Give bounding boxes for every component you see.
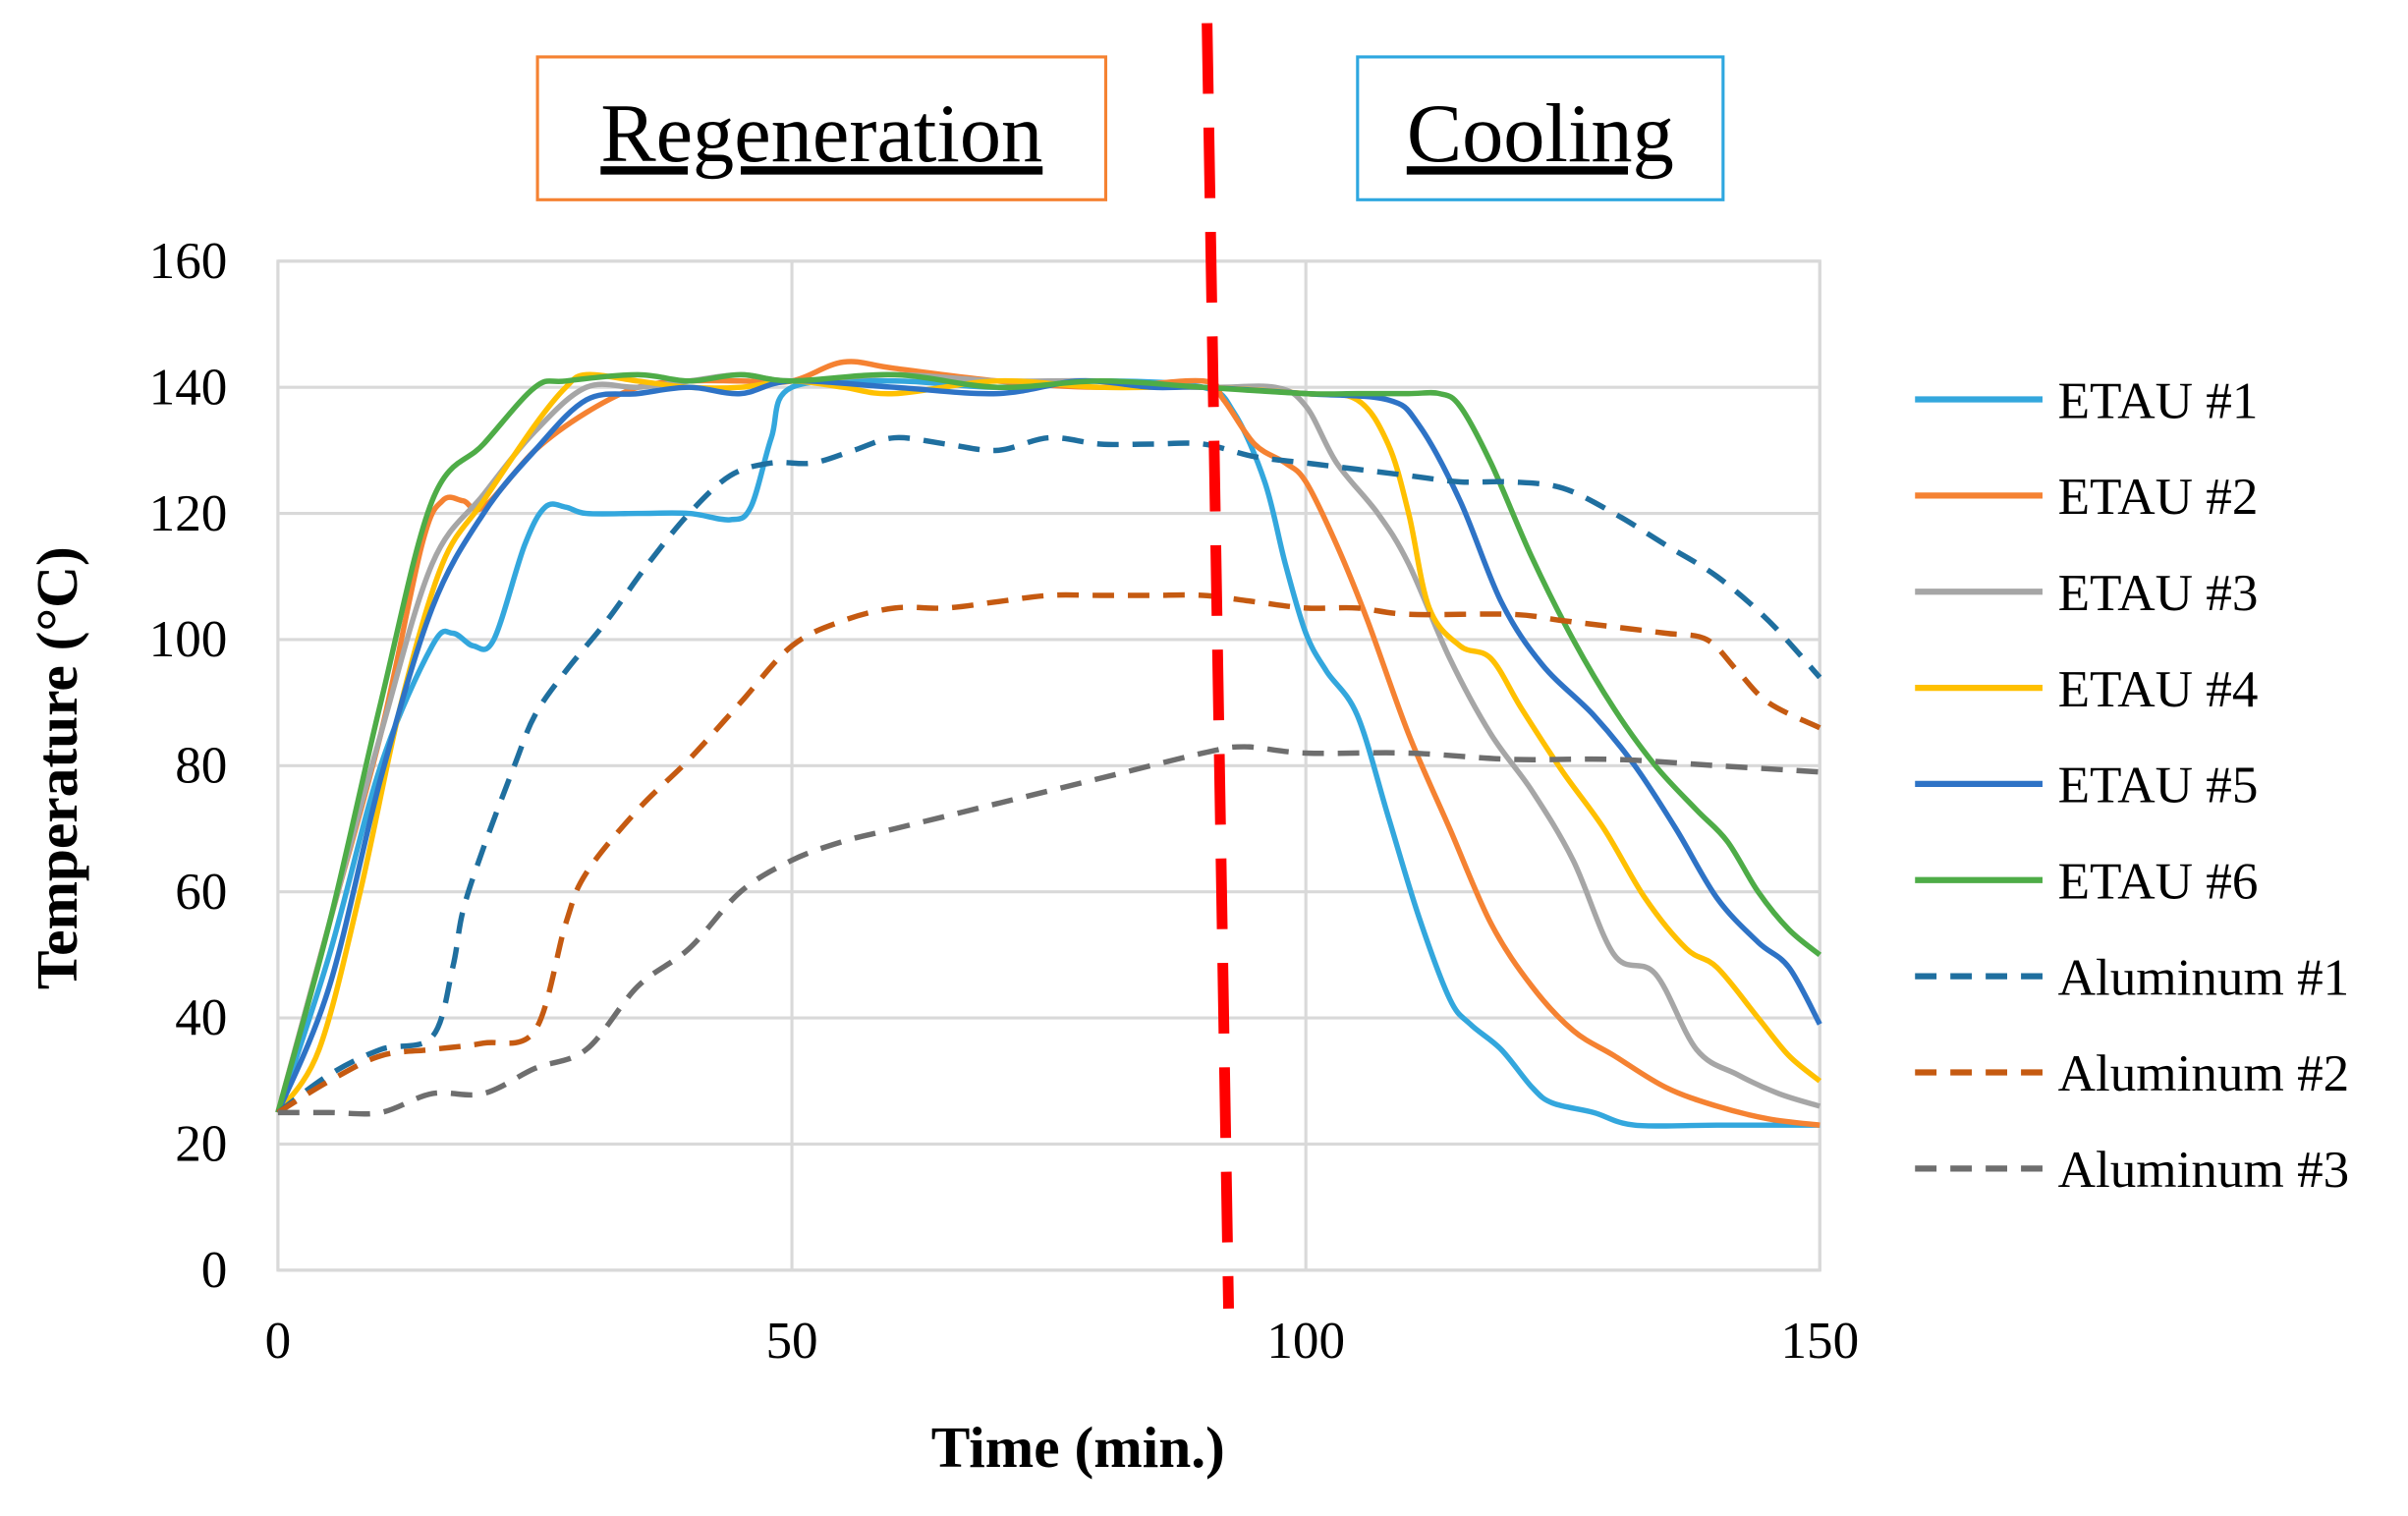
regeneration-box [535, 55, 1108, 201]
y-axis-label: Temperature (°C) [25, 546, 89, 989]
legend-label: ETAU #6 [2058, 854, 2259, 911]
gridlines [276, 259, 1821, 1272]
y-tick-label: 120 [149, 485, 228, 542]
legend-label: ETAU #5 [2058, 758, 2259, 814]
legend-label: ETAU #4 [2058, 661, 2259, 718]
y-tick-label: 140 [149, 359, 228, 416]
series-lines [275, 359, 1822, 1129]
y-tick-label: 60 [175, 864, 227, 921]
regeneration-label: Regeneration [600, 88, 1042, 180]
legend-label: ETAU #2 [2058, 469, 2259, 526]
cooling-label: Cooling [1407, 88, 1674, 180]
y-tick-label: 100 [149, 611, 228, 668]
x-tick-label: 50 [765, 1313, 817, 1370]
series-line-etau-3 [275, 371, 1821, 1114]
legend-label: Aluminum #3 [2058, 1142, 2350, 1199]
series-line-aluminum-2 [276, 591, 1821, 1115]
x-axis-label: Time (min.) [931, 1415, 1225, 1480]
series-line-etau-5 [275, 377, 1822, 1114]
y-tick-label: 80 [175, 738, 227, 795]
x-tick-label: 0 [265, 1313, 292, 1370]
x-tick-label: 100 [1266, 1313, 1345, 1370]
y-axis-ticks: 0 20 40 60 80 100 120 140 160 [149, 233, 228, 1299]
y-tick-label: 160 [149, 233, 228, 290]
series-line-etau-6 [275, 371, 1822, 1114]
x-tick-label: 150 [1780, 1313, 1859, 1370]
legend-label: ETAU #3 [2058, 565, 2259, 622]
legend: ETAU #1 ETAU #2 ETAU #3 ETAU #4 ETAU #5 ETAU … [1915, 372, 2349, 1199]
phase-divider-line [1202, 23, 1234, 1309]
legend-label: Aluminum #1 [2058, 949, 2350, 1006]
series-line-aluminum-1 [276, 434, 1822, 1115]
legend-label: Aluminum #2 [2058, 1045, 2350, 1102]
series-line-etau-4 [275, 371, 1822, 1114]
y-tick-label: 0 [201, 1242, 228, 1299]
y-tick-label: 40 [175, 989, 227, 1046]
x-axis-ticks: 0 50 100 150 [265, 1313, 1860, 1370]
cooling-box [1356, 55, 1725, 201]
series-line-etau-1 [275, 377, 1820, 1129]
legend-label: ETAU #1 [2058, 372, 2259, 429]
series-line-aluminum-3 [277, 744, 1820, 1117]
y-tick-label: 20 [175, 1116, 227, 1173]
